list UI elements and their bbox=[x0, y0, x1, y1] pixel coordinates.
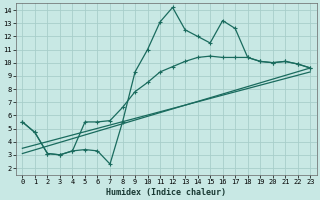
X-axis label: Humidex (Indice chaleur): Humidex (Indice chaleur) bbox=[106, 188, 226, 197]
